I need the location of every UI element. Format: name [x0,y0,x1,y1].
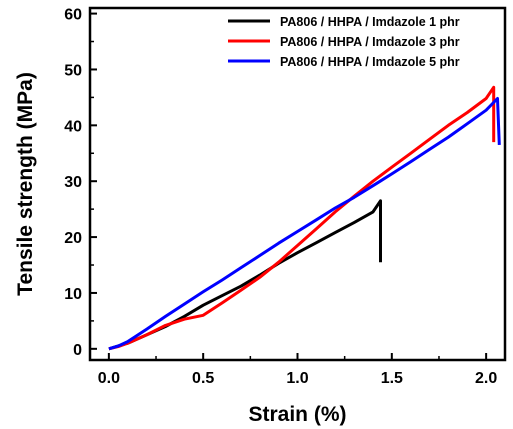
series-line-2 [108,85,496,351]
series-layer [108,85,501,351]
y-tick-label: 40 [64,118,82,135]
x-tick-label: 1.5 [381,370,403,387]
legend-label-3: PA806 / HHPA / Imdazole 5 phr [280,55,460,69]
x-tick-label: 1.0 [286,370,308,387]
series-line-3 [108,97,501,351]
x-tick-label: 0.5 [192,370,214,387]
y-tick-label: 50 [64,62,82,79]
legend: PA806 / HHPA / Imdazole 1 phr PA806 / HHP… [228,15,460,69]
y-tick-label: 20 [64,230,82,247]
x-axis-title: Strain (%) [248,403,346,426]
x-tick-label: 0.0 [98,370,120,387]
y-tick-label: 0 [73,342,82,359]
y-axis-title: Tensile strength (MPa) [14,72,37,296]
legend-label-2: PA806 / HHPA / Imdazole 3 phr [280,35,460,49]
y-tick-label: 60 [64,7,82,24]
legend-label-1: PA806 / HHPA / Imdazole 1 phr [280,15,460,29]
x-tick-label: 2.0 [475,370,497,387]
y-tick-label: 10 [64,286,82,303]
y-tick-label: 30 [64,174,82,191]
x-axis: 0.0 0.5 1.0 1.5 2.0 [98,353,497,387]
y-axis: 0 10 20 30 40 50 60 [64,7,97,359]
